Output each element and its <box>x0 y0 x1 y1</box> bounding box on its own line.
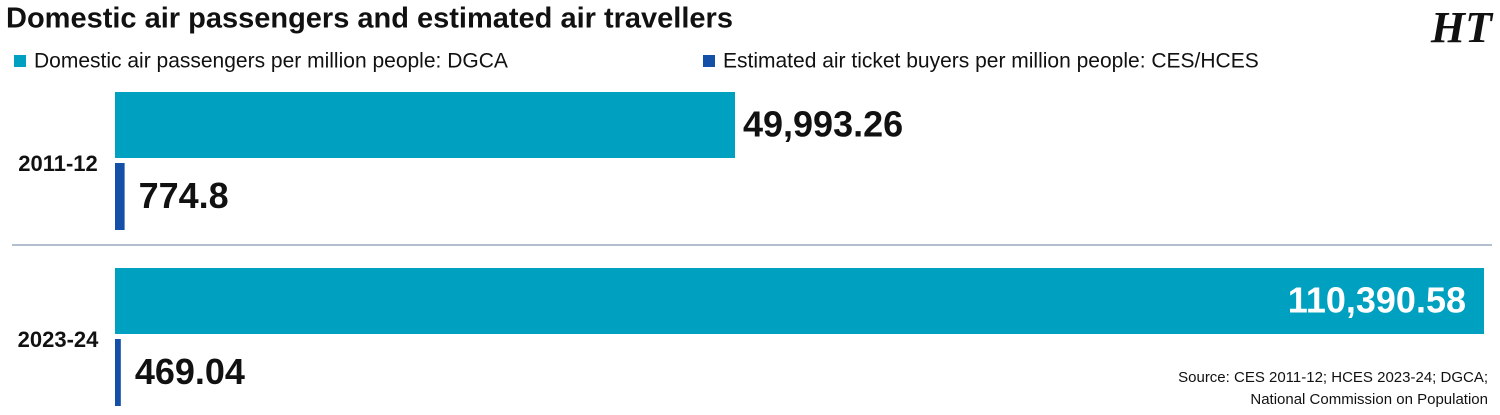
value-label: 774.8 <box>139 175 229 216</box>
logo: HT <box>1430 3 1494 52</box>
value-label: 469.04 <box>135 351 245 392</box>
legend-label: Domestic air passengers per million peop… <box>34 50 508 73</box>
source-note: National Commission on Population <box>1250 391 1488 408</box>
chart-title: Domestic air passengers and estimated ai… <box>6 3 733 35</box>
bar <box>115 92 735 158</box>
bar <box>115 163 125 230</box>
bar <box>115 339 121 406</box>
bar <box>115 268 1484 334</box>
category-label: 2011-12 <box>18 151 98 176</box>
value-label: 49,993.26 <box>743 104 903 145</box>
value-label: 110,390.58 <box>1288 280 1466 321</box>
legend-swatch <box>703 55 715 67</box>
legend-swatch <box>14 55 26 67</box>
category-label: 2023-24 <box>18 327 100 352</box>
source-note: Source: CES 2011-12; HCES 2023-24; DGCA; <box>1178 369 1488 386</box>
legend-label: Estimated air ticket buyers per million … <box>723 50 1259 73</box>
